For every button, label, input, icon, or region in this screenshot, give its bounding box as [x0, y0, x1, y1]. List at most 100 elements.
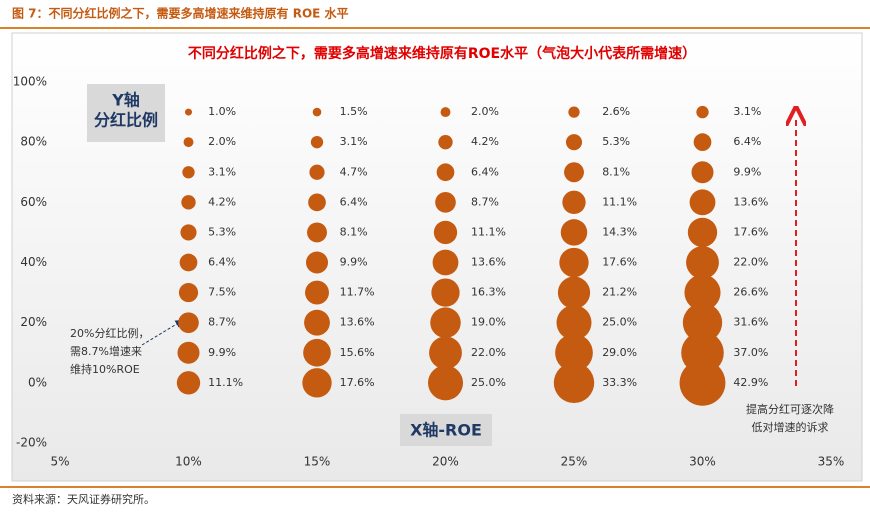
x-tick-label: 20% — [432, 455, 459, 469]
bubble — [556, 305, 592, 341]
y-tick-label: 60% — [20, 195, 47, 209]
bubble — [178, 312, 199, 333]
data-label: 29.0% — [602, 346, 637, 359]
x-axis-label-box — [400, 414, 492, 446]
bubble — [310, 136, 324, 149]
data-label: 6.4% — [340, 195, 368, 208]
data-label: 22.0% — [733, 256, 768, 269]
annotation: 提高分红可逐次降 — [746, 402, 834, 416]
data-label: 9.9% — [340, 256, 368, 269]
x-tick-label: 10% — [175, 455, 202, 469]
data-label: 17.6% — [733, 225, 768, 238]
bubble — [433, 220, 458, 245]
bubble — [438, 134, 453, 150]
data-label: 13.6% — [340, 316, 375, 329]
data-label: 8.7% — [208, 316, 236, 329]
bubble — [183, 137, 194, 148]
data-label: 16.3% — [471, 286, 506, 299]
x-tick-label: 35% — [818, 455, 845, 469]
data-label: 11.7% — [340, 286, 375, 299]
data-label: 6.4% — [733, 135, 761, 148]
bubble — [564, 162, 584, 183]
data-label: 2.6% — [602, 105, 630, 118]
bubble — [185, 108, 192, 116]
data-label: 33.3% — [602, 376, 637, 389]
data-label: 5.3% — [602, 135, 630, 148]
y-tick-label: 40% — [20, 255, 47, 269]
figure-caption: 图 7：不同分红比例之下，需要多高增速来维持原有 ROE 水平 — [12, 6, 349, 21]
data-label: 13.6% — [471, 256, 506, 269]
data-label: 11.1% — [602, 195, 637, 208]
bubble — [555, 333, 593, 372]
bubble — [684, 274, 721, 311]
annotation: 20%分红比例， — [70, 326, 149, 340]
bubble — [181, 195, 196, 210]
data-label: 3.1% — [208, 165, 236, 178]
bubble — [440, 107, 451, 118]
x-tick-label: 25% — [561, 455, 588, 469]
data-label: 25.0% — [471, 376, 506, 389]
bubble — [431, 278, 460, 307]
y-tick-label: 20% — [20, 315, 47, 329]
bubble — [679, 359, 726, 406]
bubble — [693, 133, 712, 152]
data-label: 6.4% — [471, 165, 499, 178]
bubble — [553, 362, 595, 404]
y-tick-label: 0% — [28, 375, 47, 389]
y-tick-label: 80% — [20, 135, 47, 149]
bubble — [429, 336, 462, 370]
data-label: 13.6% — [733, 195, 768, 208]
data-label: 3.1% — [340, 135, 368, 148]
data-label: 11.1% — [208, 376, 243, 389]
data-label: 8.1% — [602, 165, 630, 178]
bubble — [686, 246, 719, 279]
bubble — [182, 166, 195, 179]
data-label: 15.6% — [340, 346, 375, 359]
data-label: 5.3% — [208, 225, 236, 238]
y-tick-label: 100% — [13, 75, 47, 89]
bubble — [689, 189, 716, 216]
data-label: 2.0% — [208, 135, 236, 148]
bubble — [303, 338, 331, 367]
bubble — [687, 217, 718, 248]
chart-title: 不同分红比例之下，需要多高增速来维持原有ROE水平（气泡大小代表所需增速） — [188, 45, 696, 62]
bubble — [178, 282, 199, 303]
x-tick-label: 30% — [689, 455, 716, 469]
bubble — [435, 192, 456, 213]
bubble — [305, 251, 329, 274]
data-label: 1.0% — [208, 105, 236, 118]
data-label: 9.9% — [208, 346, 236, 359]
x-tick-label: 5% — [50, 455, 69, 469]
data-label: 8.1% — [340, 225, 368, 238]
annotation: 需8.7%增速来 — [70, 344, 142, 358]
data-label: 31.6% — [733, 316, 768, 329]
data-label: 25.0% — [602, 316, 637, 329]
annotation-arrow — [141, 319, 184, 346]
annotation: 维持10%ROE — [70, 362, 140, 376]
data-label: 17.6% — [340, 376, 375, 389]
data-label: 37.0% — [733, 346, 768, 359]
bubble — [179, 253, 198, 272]
bubble — [308, 193, 326, 212]
data-label: 7.5% — [208, 286, 236, 299]
bubble — [305, 280, 329, 305]
bubble — [557, 276, 591, 309]
annotation: 低对增速的诉求 — [752, 420, 829, 434]
bubble — [312, 107, 322, 117]
data-label: 21.2% — [602, 286, 637, 299]
data-label: 3.1% — [733, 105, 761, 118]
data-label: 19.0% — [471, 316, 506, 329]
bubble — [568, 106, 580, 118]
bubble — [180, 224, 197, 241]
bubble — [430, 307, 461, 338]
x-axis-label: X轴-ROE — [410, 421, 482, 440]
data-label: 22.0% — [471, 346, 506, 359]
data-label: 2.0% — [471, 105, 499, 118]
x-tick-label: 15% — [304, 455, 331, 469]
bubble — [302, 368, 332, 398]
y-axis-label-box — [87, 84, 165, 142]
y-axis-label: Y轴 — [111, 91, 140, 110]
data-label: 26.6% — [733, 286, 768, 299]
